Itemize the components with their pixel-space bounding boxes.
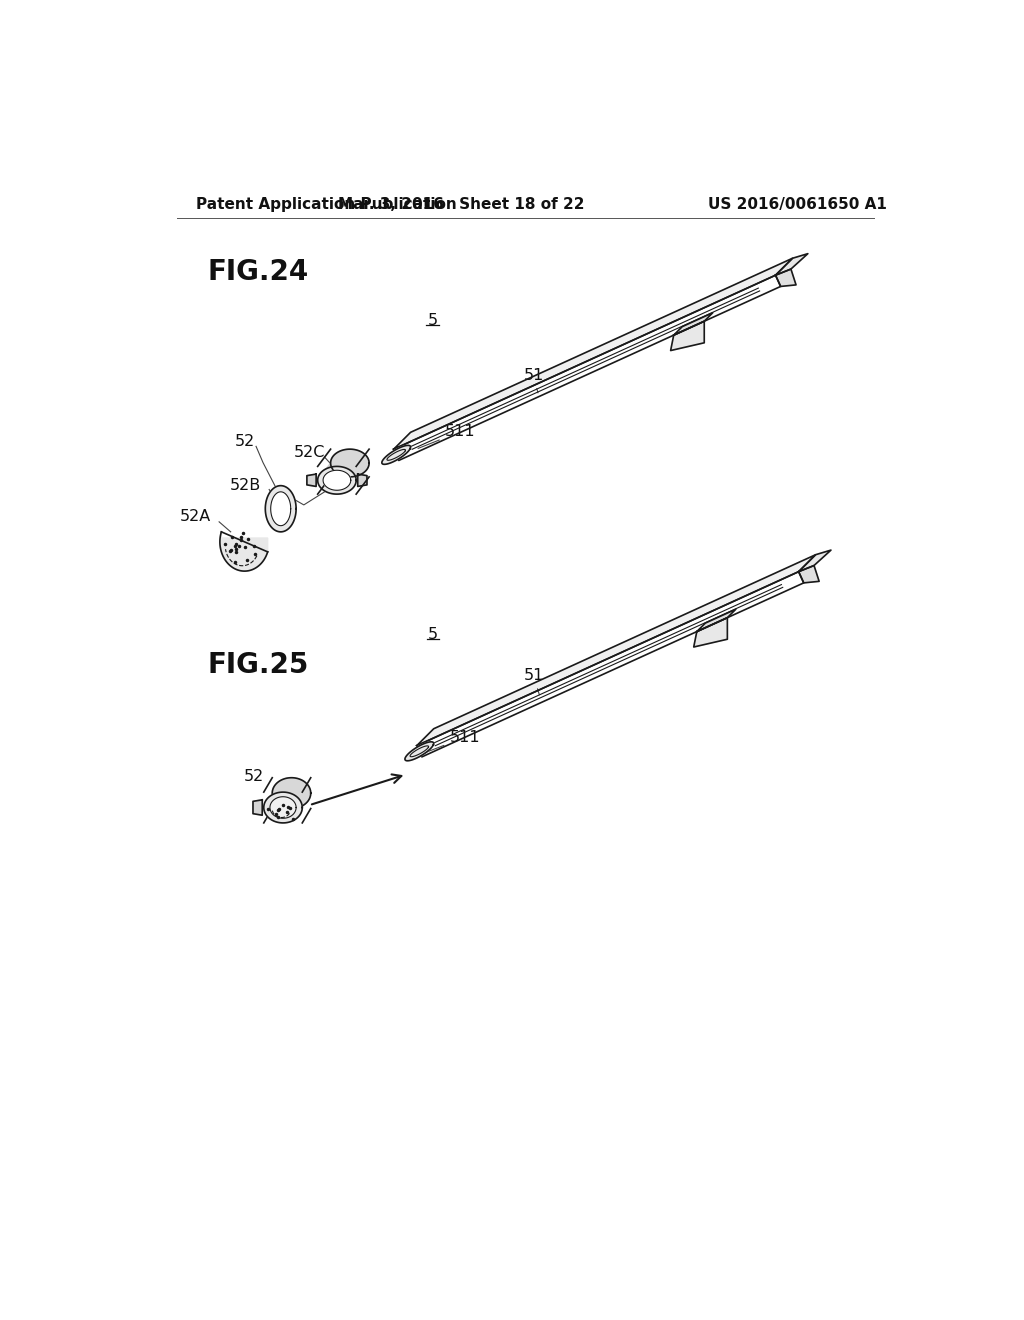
Polygon shape: [331, 449, 369, 477]
Text: 5: 5: [428, 627, 438, 642]
Polygon shape: [317, 466, 356, 494]
Polygon shape: [272, 777, 310, 809]
Polygon shape: [307, 474, 316, 487]
Polygon shape: [265, 486, 296, 532]
Polygon shape: [417, 572, 804, 756]
Text: 51: 51: [523, 668, 544, 694]
Polygon shape: [270, 797, 296, 818]
Text: 52A: 52A: [180, 510, 211, 524]
Polygon shape: [799, 565, 819, 583]
Text: FIG.24: FIG.24: [208, 259, 309, 286]
Polygon shape: [317, 463, 369, 480]
Text: 51: 51: [523, 368, 544, 393]
Text: 511: 511: [421, 730, 480, 754]
Text: 511: 511: [418, 424, 475, 449]
Polygon shape: [775, 253, 808, 275]
Text: Mar. 3, 2016 Sheet 18 of 22: Mar. 3, 2016 Sheet 18 of 22: [338, 197, 585, 213]
Text: 5: 5: [427, 313, 437, 327]
Text: 52: 52: [234, 434, 255, 449]
Polygon shape: [674, 313, 713, 335]
Polygon shape: [220, 532, 267, 572]
Polygon shape: [404, 742, 434, 760]
Polygon shape: [393, 259, 793, 449]
Polygon shape: [393, 275, 780, 461]
Text: 52: 52: [244, 770, 264, 784]
Polygon shape: [693, 618, 727, 647]
Polygon shape: [382, 445, 411, 465]
Polygon shape: [253, 800, 262, 816]
Polygon shape: [775, 269, 796, 286]
Polygon shape: [671, 321, 705, 351]
Text: 52C: 52C: [294, 445, 325, 461]
Polygon shape: [417, 554, 815, 746]
Text: FIG.25: FIG.25: [208, 651, 309, 678]
Polygon shape: [696, 610, 736, 631]
Text: 52B: 52B: [230, 478, 261, 494]
Polygon shape: [264, 792, 302, 822]
Polygon shape: [323, 470, 351, 490]
Text: US 2016/0061650 A1: US 2016/0061650 A1: [708, 197, 887, 213]
Polygon shape: [270, 492, 291, 525]
Polygon shape: [799, 550, 830, 572]
Polygon shape: [357, 474, 367, 487]
Text: Patent Application Publication: Patent Application Publication: [196, 197, 457, 213]
